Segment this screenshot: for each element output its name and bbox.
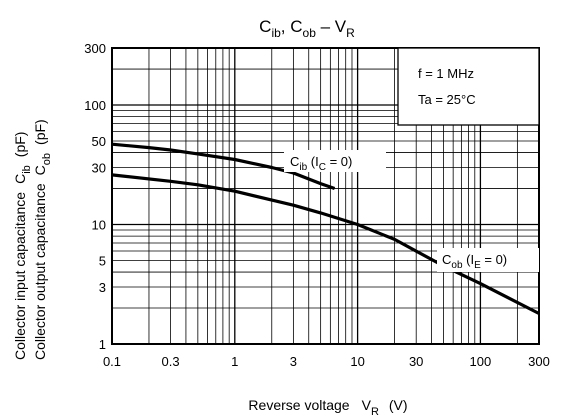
x-tick-label: 100 [470, 354, 492, 369]
series-label-cob: Cob (IE = 0) [437, 248, 539, 272]
y-tick-label: 3 [99, 280, 106, 295]
y-tick-label: 5 [99, 254, 106, 269]
x-tick-label: 0.3 [162, 354, 180, 369]
conditions-box: f = 1 MHz Ta = 25°C [397, 47, 540, 126]
condition-temperature: Ta = 25°C [418, 92, 476, 107]
x-tick-label: 30 [409, 354, 423, 369]
y-tick-label: 50 [92, 134, 106, 149]
x-axis-label: Reverse voltage VR (V) [248, 397, 407, 417]
y-axis-label-line2: Collector output capacitanceCob(pF) [32, 119, 53, 360]
x-tick-label: 3 [290, 354, 297, 369]
y-tick-label: 10 [92, 218, 106, 233]
svg-text:Cob (IE = 0): Cob (IE = 0) [442, 252, 507, 271]
svg-text:Cib (IC = 0): Cib (IC = 0) [290, 154, 352, 173]
y-axis-label-2: Collector output capacitanceCob(pF) [32, 119, 53, 360]
series-label-cib: Cib (IC = 0) [284, 150, 386, 173]
y-tick-label: 300 [84, 41, 106, 56]
y-tick-label: 100 [84, 98, 106, 113]
x-tick-label: 10 [350, 354, 364, 369]
x-tick-label: 0.1 [103, 354, 121, 369]
x-tick-label: 1 [231, 354, 238, 369]
y-axis-label: Collector input capacitanceCib(pF) [12, 132, 33, 360]
y-tick-labels: 1 3 5 10 30 50 100 300 [84, 41, 106, 352]
x-tick-labels: 0.1 0.3 1 3 10 30 100 300 [103, 354, 550, 369]
condition-frequency: f = 1 MHz [418, 66, 474, 81]
series-line-cib [111, 142, 336, 191]
y-tick-label: 1 [99, 337, 106, 352]
x-tick-label: 300 [528, 354, 550, 369]
y-axis-label-line1: Collector input capacitanceCib(pF) [12, 132, 33, 360]
y-tick-label: 30 [92, 161, 106, 176]
chart-title: Cib, Cob – VR [259, 17, 355, 40]
plot-frame [111, 47, 540, 345]
